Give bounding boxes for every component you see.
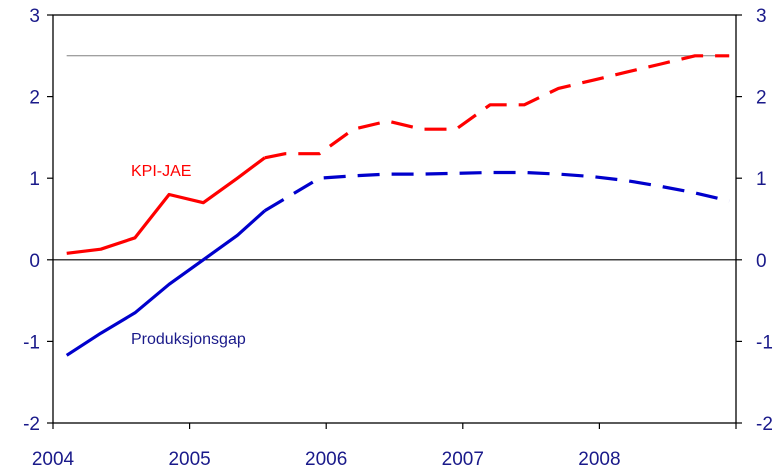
y-tick-label-left-3: 0 [29,251,40,272]
series-line-kpi-jae-actual [66,156,266,255]
series-label-kpi-jae: KPI-JAE [131,163,191,180]
y-tick-label-left-2: 1 [29,169,40,190]
y-tick-label-right-1: 2 [756,88,767,109]
y-tick-label-left-4: -1 [23,332,40,353]
y-tick-label-right-4: -1 [756,332,773,353]
series-line-produksjonsgap-projection [263,170,730,213]
series-line-produksjonsgap-actual [65,209,266,357]
y-tick-label-right-3: 0 [756,251,767,272]
series-line-kpi-jae-projection [264,54,730,160]
y-tick-label-left-0: 3 [29,6,40,27]
y-tick-label-right-0: 3 [756,6,767,27]
x-tick-label-3: 2007 [442,449,484,470]
x-tick-label-0: 2004 [32,449,75,470]
y-tick-label-right-2: 1 [756,169,767,190]
x-tick-label-2: 2006 [305,449,347,470]
reference-lines [53,55,736,261]
axis-ticks [47,14,742,429]
x-tick-label-4: 2008 [578,449,620,470]
y-tick-label-right-5: -2 [756,414,773,435]
axis-labels: 3 2 1 0 -1 -2 3 2 1 0 -1 -2 2004 2005 2006 2007 2008 [23,6,773,470]
series-lines [65,54,730,357]
y-tick-label-left-1: 2 [29,88,40,109]
series-label-produksjonsgap: Produksjonsgap [131,331,246,348]
x-tick-label-1: 2005 [168,449,210,470]
plot-frame [52,14,737,424]
y-tick-label-left-5: -2 [23,414,40,435]
